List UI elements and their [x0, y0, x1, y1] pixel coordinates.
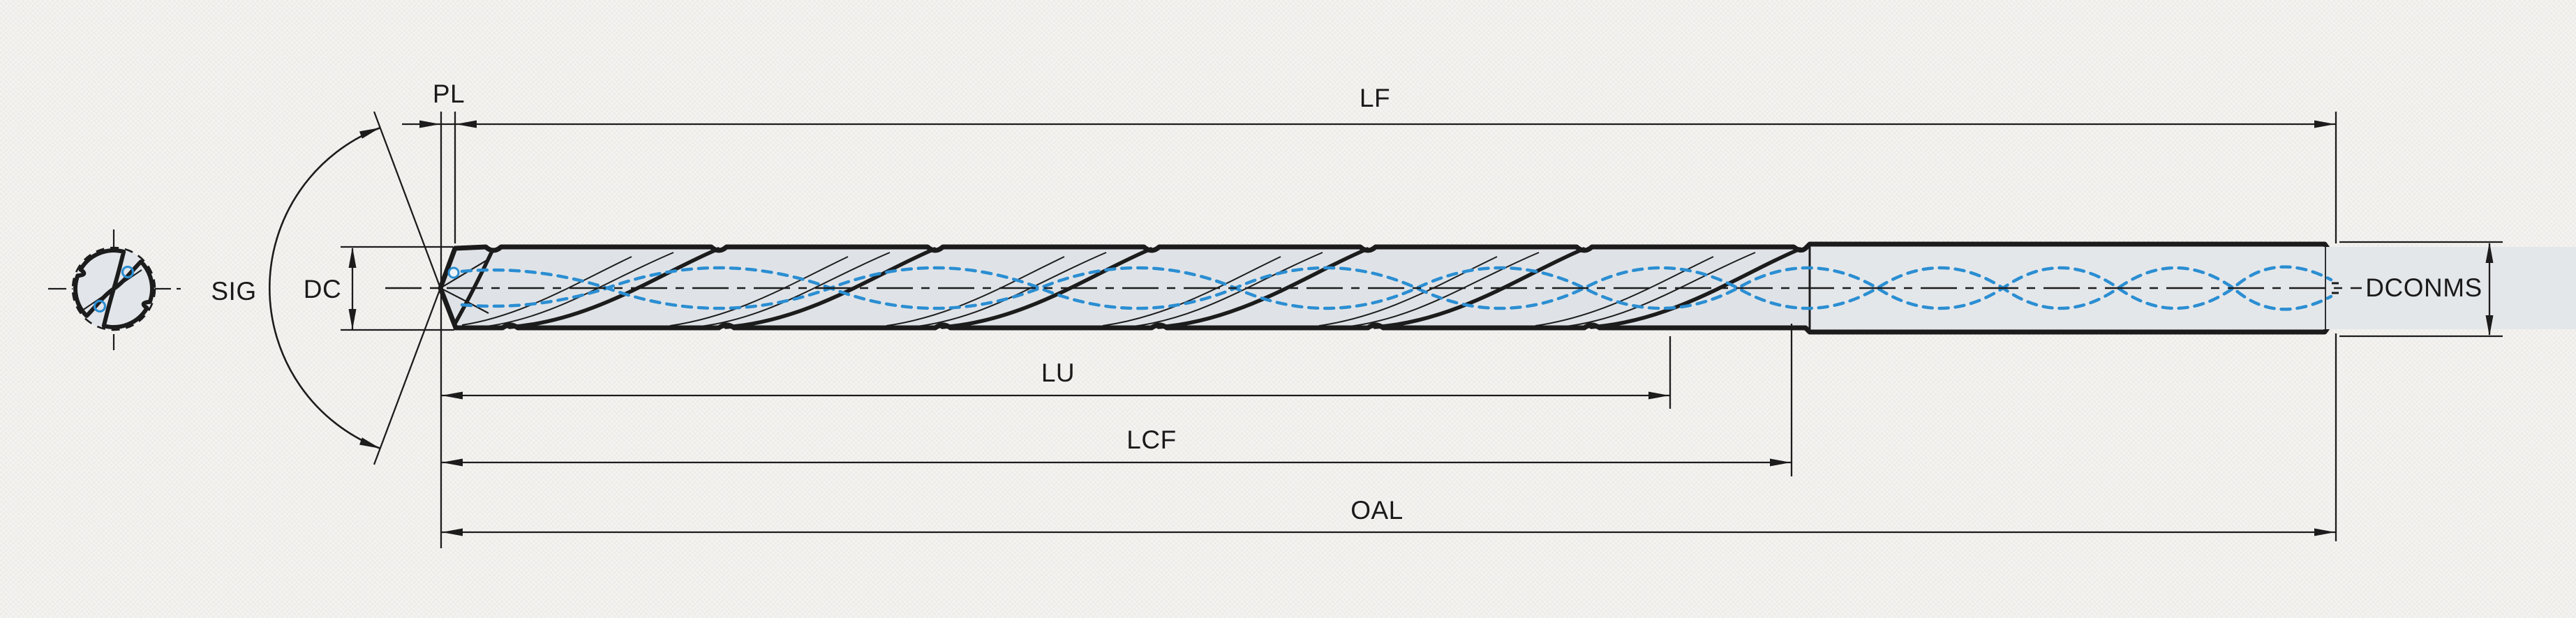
- arrowhead-icon: [456, 120, 477, 128]
- arrowhead-icon: [1648, 391, 1669, 400]
- flute-cross-section: [73, 248, 154, 329]
- point-angle-lines: [373, 111, 442, 465]
- arrowhead-icon: [2485, 242, 2494, 263]
- sig-angle-arc: [268, 126, 381, 450]
- dim-label-sig: SIG: [211, 277, 256, 306]
- dim-label-dconms: DCONMS: [2365, 273, 2482, 302]
- arrowhead-icon: [348, 247, 357, 268]
- arrowhead-icon: [2485, 315, 2494, 336]
- end-view: [48, 229, 181, 350]
- dimensions: PL LF SIG DC LU LCF OAL DCONMS: [211, 80, 2503, 548]
- arrowhead-icon: [442, 391, 463, 400]
- shank-center-notch: [2332, 282, 2339, 294]
- coolant-channel-strand: [460, 266, 2333, 311]
- cutting-lip-line: [440, 258, 490, 289]
- flute-helix-edges: [454, 247, 1802, 329]
- coolant-channel-strand: [460, 265, 2333, 310]
- arrowhead-icon: [419, 120, 440, 128]
- side-view: [385, 241, 2576, 335]
- flute-helix-thin-lines: [461, 252, 1756, 328]
- dim-label-pl: PL: [433, 80, 465, 108]
- coolant-hole-icon: [93, 299, 107, 313]
- extension-lines: [341, 112, 2503, 548]
- coolant-hole-icon: [121, 265, 135, 279]
- arrowhead-icon: [1770, 458, 1791, 467]
- dim-label-lu: LU: [1041, 359, 1075, 387]
- dim-label-lcf: LCF: [1126, 425, 1176, 454]
- arrowhead-icon: [2314, 120, 2335, 128]
- dim-label-lf: LF: [1360, 84, 1390, 112]
- coolant-exit-icon: [447, 266, 460, 279]
- arrowhead-icon: [442, 458, 463, 467]
- coolant-channel-braid: [460, 265, 2333, 311]
- arrowhead-icon: [359, 437, 380, 449]
- arrowhead-icon: [2314, 528, 2335, 536]
- arrowhead-icon: [442, 528, 463, 536]
- dim-label-dc: DC: [304, 275, 341, 303]
- arrowhead-icon: [359, 128, 380, 139]
- dim-label-oal: OAL: [1350, 496, 1404, 525]
- arrowhead-icon: [348, 309, 357, 330]
